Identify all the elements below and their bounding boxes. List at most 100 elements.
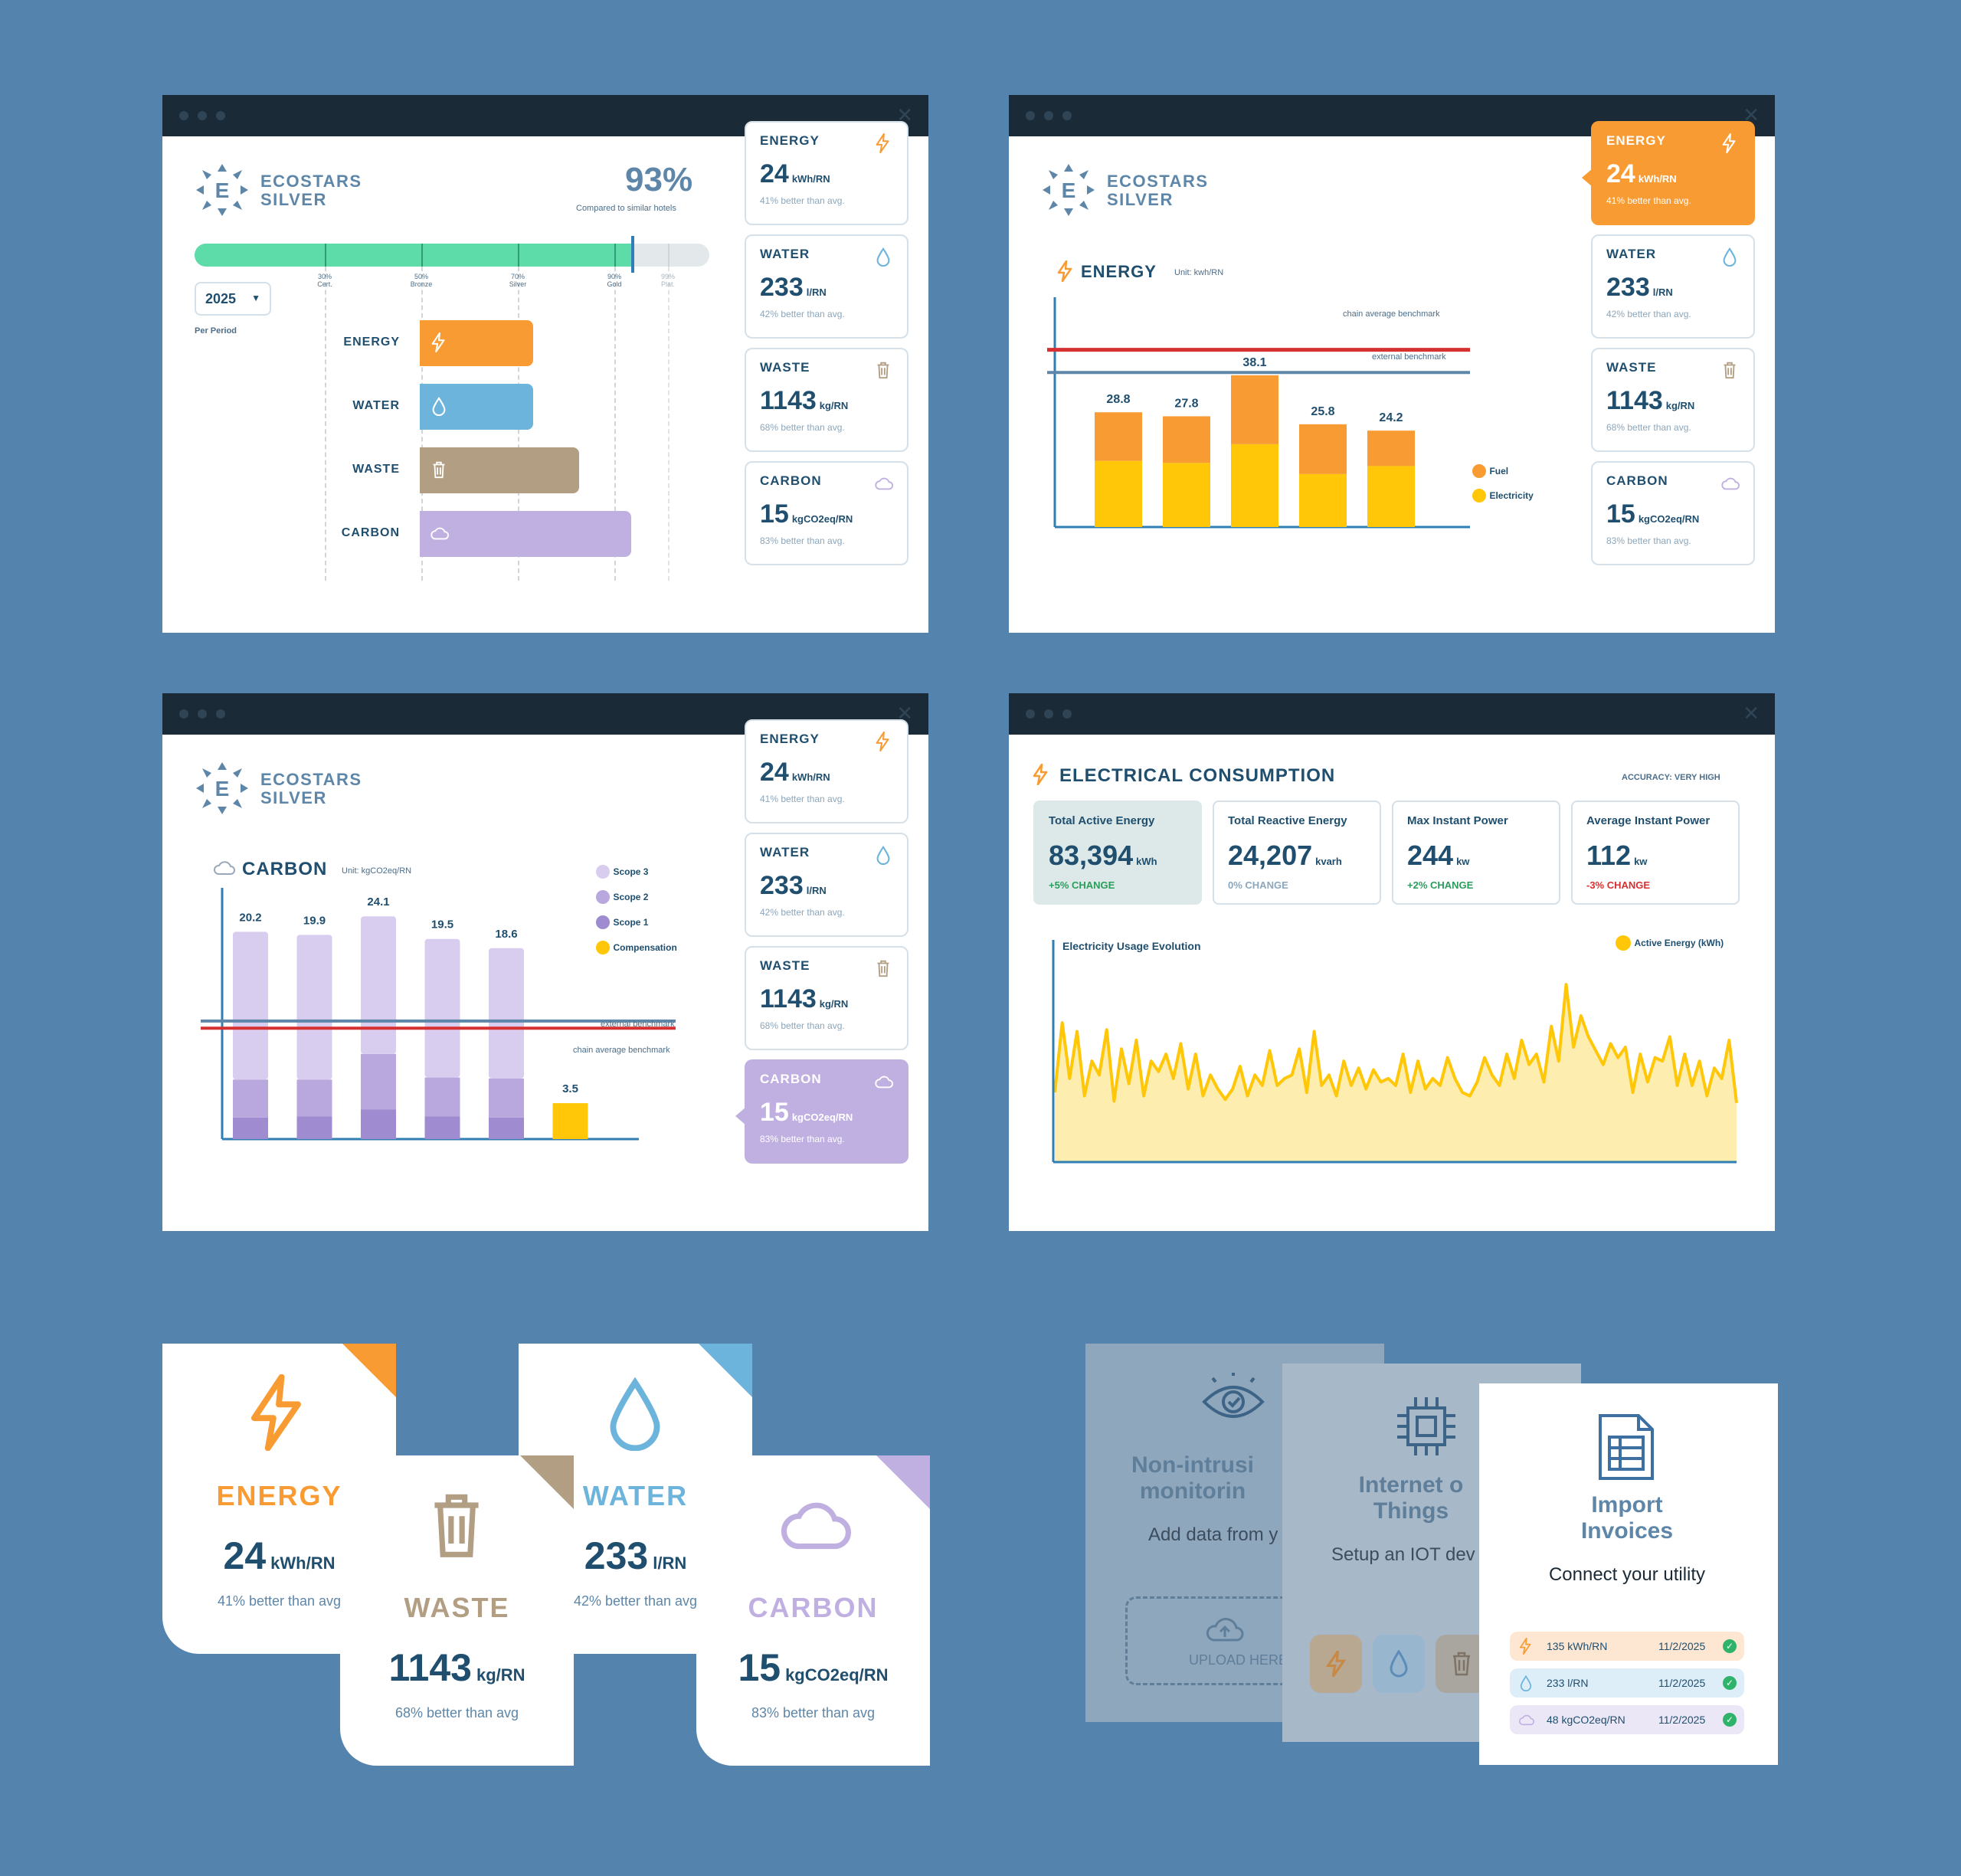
bar-fuel[interactable]: [1299, 424, 1347, 474]
panel-import-invoices[interactable]: Import Invoices Connect your utility 135 …: [1479, 1383, 1778, 1765]
category-bar[interactable]: [420, 384, 533, 430]
invoice-row[interactable]: 48 kgCO2eq/RN 11/2/2025 ✓: [1510, 1705, 1744, 1734]
window-dot[interactable]: [216, 111, 225, 120]
metric-comparison: 68% better than avg.: [760, 1020, 845, 1031]
metric-card-water[interactable]: WATER 233 l/RN 42% better than avg.: [745, 833, 908, 937]
upload-dropzone[interactable]: UPLOAD HERE: [1125, 1596, 1309, 1685]
metric-card-waste[interactable]: WASTE 1143 kg/RN 68% better than avg.: [745, 946, 908, 1050]
stat-card[interactable]: Average Instant Power 112 kw -3% CHANGE: [1571, 800, 1740, 905]
metric-card-energy[interactable]: ENERGY 24 kWh/RN 41% better than avg.: [1582, 121, 1755, 225]
window-dot[interactable]: [179, 111, 188, 120]
window-dot[interactable]: [179, 709, 188, 719]
metric-card-carbon[interactable]: CARBON 15 kgCO2eq/RN 83% better than avg.: [745, 461, 908, 565]
metric-card-waste[interactable]: WASTE 1143 kg/RN 68% better than avg.: [745, 348, 908, 452]
legend-item-scope3: Scope 3: [596, 865, 677, 890]
category-label: WATER: [352, 399, 400, 412]
category-bar[interactable]: [420, 511, 631, 557]
legend-item-fuel: Fuel: [1472, 464, 1534, 489]
metric-card-water[interactable]: WATER 233 l/RN 42% better than avg.: [1591, 234, 1755, 339]
bar-electricity[interactable]: [1367, 466, 1415, 527]
bar-scope-2[interactable]: [361, 1053, 396, 1110]
metric-cards: ENERGY 24 kWh/RN 41% better than avg. WATER 2…: [745, 121, 908, 575]
panel-title-line: Import: [1591, 1492, 1663, 1517]
bar-scope-3[interactable]: [361, 916, 396, 1054]
bar-scope-3[interactable]: [424, 938, 460, 1078]
droplet-icon: [1390, 1649, 1408, 1678]
close-icon[interactable]: ✕: [896, 103, 913, 126]
stat-card[interactable]: Total Reactive Energy 24,207 kvarh 0% CHANG…: [1213, 800, 1381, 905]
bar-scope-3[interactable]: [233, 931, 268, 1080]
brand-logo: E ECOSTARS SILVER: [195, 761, 378, 816]
window-dot[interactable]: [198, 709, 207, 719]
bar-fuel[interactable]: [1367, 431, 1415, 467]
accuracy-label: ACCURACY: VERY HIGH: [1622, 773, 1720, 782]
bar-scope-1[interactable]: [361, 1109, 396, 1139]
threshold-tick: [518, 244, 519, 267]
window-dot[interactable]: [1044, 111, 1053, 120]
ecostars-logo-icon: E: [196, 164, 248, 216]
tile-value: 15 kgCO2eq/RN: [696, 1645, 930, 1690]
bar-scope-1[interactable]: [296, 1116, 332, 1139]
bar-scope-2[interactable]: [489, 1078, 524, 1118]
brand-logo: E ECOSTARS SILVER: [195, 162, 378, 218]
lightning-icon: [1325, 1650, 1347, 1678]
invoice-row[interactable]: 233 l/RN 11/2/2025 ✓: [1510, 1668, 1744, 1698]
metric-card-waste[interactable]: WASTE 1143 kg/RN 68% better than avg.: [1591, 348, 1755, 452]
window-dot[interactable]: [1044, 709, 1053, 719]
window-dot[interactable]: [1062, 111, 1072, 120]
threshold-pct: 99%: [660, 273, 675, 280]
legend-item-compensation: Compensation: [596, 941, 677, 966]
legend-label: Active Energy (kWh): [1634, 938, 1724, 948]
window-dot[interactable]: [216, 709, 225, 719]
summary-tile-waste[interactable]: WASTE 1143 kg/RN 68% better than avg: [340, 1455, 574, 1766]
window-dot[interactable]: [1026, 709, 1035, 719]
metric-card-energy[interactable]: ENERGY 24 kWh/RN 41% better than avg.: [745, 121, 908, 225]
metric-card-carbon[interactable]: CARBON 15 kgCO2eq/RN 83% better than avg.: [735, 1059, 908, 1164]
bar-scope-1[interactable]: [233, 1117, 268, 1139]
bar-scope-2[interactable]: [424, 1077, 460, 1117]
active-energy-line[interactable]: [1053, 983, 1738, 1103]
bar-compensation[interactable]: [552, 1103, 588, 1139]
bar-electricity[interactable]: [1095, 460, 1142, 527]
bar-fuel[interactable]: [1231, 375, 1278, 444]
stat-number: 83,394: [1049, 840, 1134, 871]
category-bar[interactable]: [420, 447, 579, 493]
close-icon[interactable]: ✕: [1743, 103, 1760, 126]
summary-tile-carbon[interactable]: CARBON 15 kgCO2eq/RN 83% better than avg: [696, 1455, 930, 1766]
metric-comparison: 41% better than avg.: [760, 195, 845, 206]
window-dot[interactable]: [1026, 111, 1035, 120]
year-select[interactable]: 2025 ▼: [195, 282, 271, 316]
bar-scope-3[interactable]: [489, 948, 524, 1079]
legend-swatch: [596, 890, 610, 904]
close-icon[interactable]: ✕: [896, 702, 913, 725]
metric-card-energy[interactable]: ENERGY 24 kWh/RN 41% better than avg.: [745, 719, 908, 823]
brand-name: ECOSTARS: [1107, 172, 1209, 191]
bar-fuel[interactable]: [1163, 416, 1210, 463]
metric-number: 1143: [1606, 386, 1663, 415]
area-fill: [1055, 984, 1737, 1162]
iot-energy-button[interactable]: [1310, 1635, 1362, 1693]
bar-scope-1[interactable]: [489, 1117, 524, 1139]
bar-scope-2[interactable]: [233, 1079, 268, 1118]
tile-number: 15: [738, 1646, 781, 1689]
metric-card-water[interactable]: WATER 233 l/RN 42% better than avg.: [745, 234, 908, 339]
window-dot[interactable]: [198, 111, 207, 120]
panel-title: Internet o Things: [1282, 1472, 1540, 1524]
iot-waste-button[interactable]: [1436, 1635, 1488, 1693]
year-value: 2025: [205, 291, 237, 306]
bar-scope-3[interactable]: [296, 935, 332, 1080]
bar-scope-2[interactable]: [296, 1079, 332, 1117]
metric-card-carbon[interactable]: CARBON 15 kgCO2eq/RN 83% better than avg.: [1591, 461, 1755, 565]
category-bar[interactable]: [420, 320, 533, 366]
iot-water-button[interactable]: [1373, 1635, 1425, 1693]
bar-electricity[interactable]: [1299, 473, 1347, 527]
stat-card[interactable]: Total Active Energy 83,394 kWh +5% CHANGE: [1033, 800, 1202, 905]
bar-electricity[interactable]: [1163, 463, 1210, 527]
bar-fuel[interactable]: [1095, 412, 1142, 461]
stat-card[interactable]: Max Instant Power 244 kw +2% CHANGE: [1392, 800, 1560, 905]
window-dot[interactable]: [1062, 709, 1072, 719]
invoice-row[interactable]: 135 kWh/RN 11/2/2025 ✓: [1510, 1632, 1744, 1661]
bar-scope-1[interactable]: [424, 1116, 460, 1139]
close-icon[interactable]: ✕: [1743, 702, 1760, 725]
bar-electricity[interactable]: [1231, 444, 1278, 527]
